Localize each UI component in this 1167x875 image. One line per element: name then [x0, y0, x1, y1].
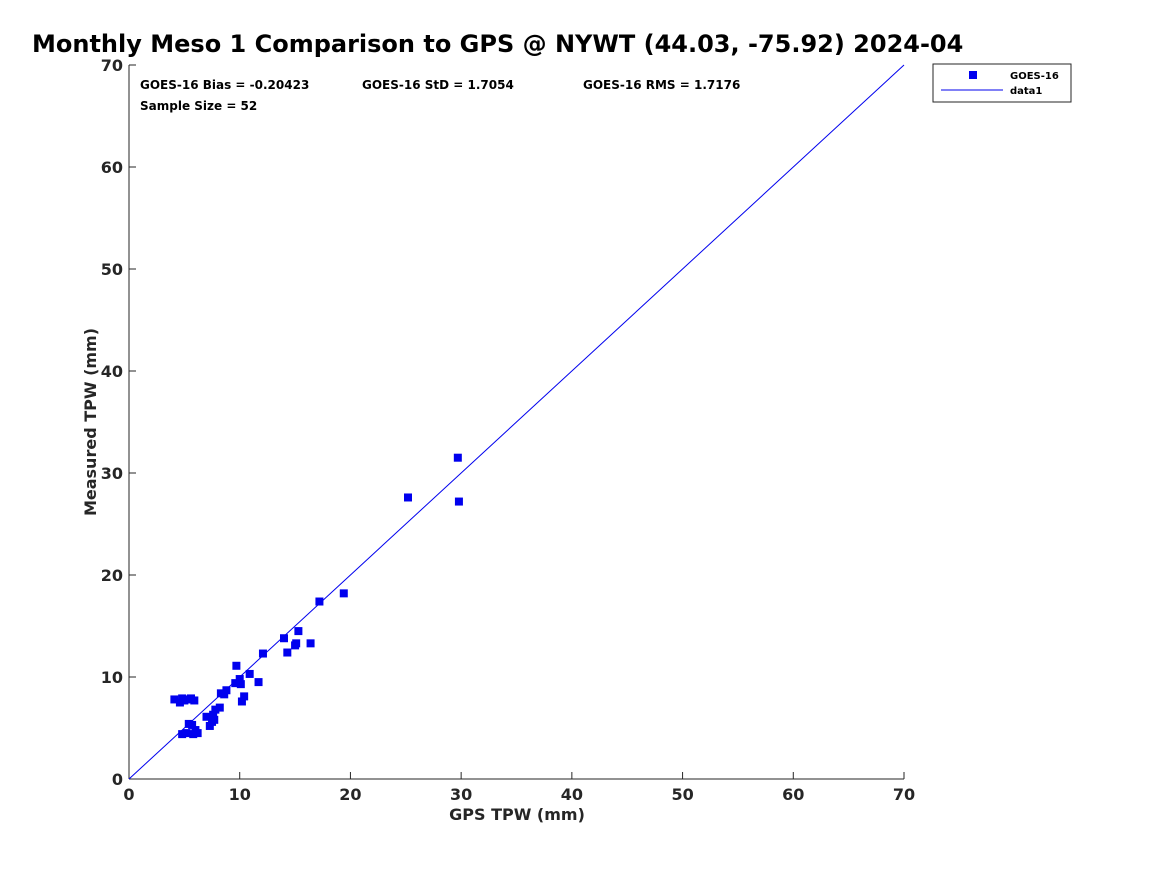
data-point [170, 695, 179, 704]
x-tick-label: 30 [450, 785, 472, 804]
x-tick-label: 70 [893, 785, 915, 804]
y-axis-label: Measured TPW (mm) [81, 328, 100, 516]
x-tick-label: 0 [123, 785, 134, 804]
data-point [182, 729, 191, 738]
data-point [283, 648, 292, 657]
data-point [280, 634, 288, 643]
data-point [240, 692, 249, 701]
data-point [453, 453, 462, 462]
axes: 0 10 20 30 40 50 60 70 0 10 20 30 40 50 60 70 [101, 56, 915, 804]
data-point [209, 710, 218, 719]
data-point [245, 669, 254, 678]
data-point [339, 589, 348, 598]
stat-std: GOES-16 StD = 1.7054 [362, 78, 514, 92]
data-point [193, 729, 202, 738]
legend: GOES-16 data1 [932, 63, 1072, 103]
data-point [210, 715, 219, 724]
x-tick-label: 40 [561, 785, 583, 804]
stat-sample-size: Sample Size = 52 [140, 99, 257, 113]
data-point [222, 686, 231, 695]
legend-label-goes16: GOES-16 [1010, 71, 1059, 82]
y-tick-label: 60 [101, 158, 123, 177]
data-point [454, 497, 463, 506]
chart-title: Monthly Meso 1 Comparison to GPS @ NYWT … [32, 30, 963, 58]
stat-bias: GOES-16 Bias = -0.20423 [140, 78, 309, 92]
x-ticks: 0 10 20 30 40 50 60 70 [123, 772, 915, 804]
data-point [189, 730, 198, 739]
data-point [211, 705, 220, 714]
data-point [232, 661, 241, 670]
y-tick-label: 70 [101, 56, 123, 75]
data-point [294, 627, 303, 636]
legend-label-data1: data1 [1010, 86, 1042, 97]
legend-box [932, 63, 1072, 103]
data-point [315, 597, 324, 606]
data-point [231, 679, 240, 688]
data-point [258, 649, 267, 658]
y-tick-label: 30 [101, 464, 123, 483]
x-tick-label: 50 [671, 785, 693, 804]
data-point [178, 730, 187, 739]
plot-area [128, 64, 905, 780]
data-point [306, 639, 315, 648]
data-point [190, 696, 199, 705]
data-point [237, 697, 246, 706]
series-line-data1 [128, 64, 905, 780]
data-point [215, 703, 224, 712]
series-points-goes16 [170, 453, 463, 739]
data-point [188, 720, 197, 729]
data-point [292, 639, 301, 648]
data-point [202, 712, 211, 721]
y-ticks: 0 10 20 30 40 50 60 70 [101, 56, 136, 789]
data-point [404, 493, 412, 502]
data-point [220, 690, 229, 699]
x-tick-label: 10 [229, 785, 251, 804]
y-tick-label: 20 [101, 566, 123, 585]
data-point [236, 680, 245, 689]
stat-rms: GOES-16 RMS = 1.7176 [583, 78, 740, 92]
y-tick-label: 10 [101, 668, 123, 687]
data-point [235, 675, 244, 684]
y-tick-label: 50 [101, 260, 123, 279]
data-point [205, 721, 214, 730]
data-point [175, 698, 184, 707]
y-tick-label: 40 [101, 362, 123, 381]
x-tick-label: 60 [782, 785, 804, 804]
data-point [254, 678, 263, 687]
x-tick-label: 20 [339, 785, 361, 804]
x-axis-label: GPS TPW (mm) [449, 805, 585, 824]
legend-marker-goes16 [969, 71, 977, 79]
y-tick-label: 0 [112, 770, 123, 789]
